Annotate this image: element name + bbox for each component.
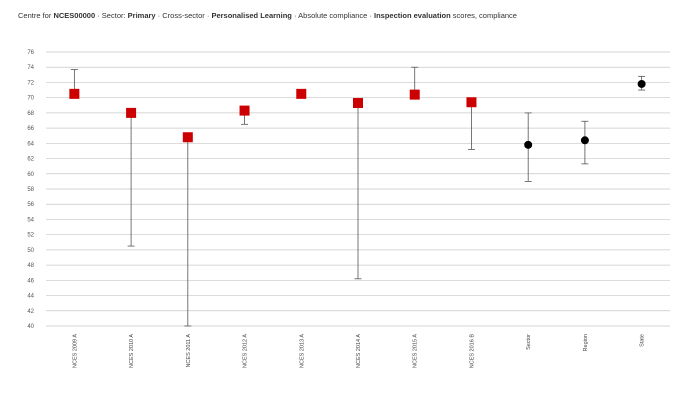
y-tick-label: 46 bbox=[27, 278, 34, 284]
y-tick-label: 76 bbox=[27, 50, 34, 56]
y-tick-label: 72 bbox=[27, 80, 34, 86]
y-tick-label: 48 bbox=[27, 263, 34, 269]
y-tick-label: 52 bbox=[27, 233, 34, 239]
data-point-square bbox=[466, 97, 477, 108]
data-point-square bbox=[69, 88, 80, 99]
y-tick-label: 64 bbox=[27, 141, 34, 147]
data-point-square bbox=[353, 97, 363, 108]
y-tick-label: 54 bbox=[27, 217, 34, 223]
y-tick-label: 44 bbox=[27, 294, 34, 300]
x-tick-label: NCES 2014 A bbox=[356, 334, 362, 368]
data-markers bbox=[69, 79, 646, 149]
data-point-square bbox=[182, 132, 193, 143]
title-part: · Sector: bbox=[95, 11, 128, 20]
y-tick-label: 42 bbox=[27, 309, 34, 315]
title-part: scores, compliance bbox=[450, 11, 517, 20]
y-tick-label: 68 bbox=[27, 111, 34, 117]
x-tick-label: NCES 2013 A bbox=[299, 334, 305, 368]
data-point-square bbox=[126, 107, 137, 118]
y-tick-label: 50 bbox=[27, 248, 34, 254]
y-tick-label: 58 bbox=[27, 187, 34, 193]
title-part: Primary bbox=[127, 11, 156, 20]
y-axis: 40 42 44 46 48 50 52 54 56 58 60 62 64 66 68 70 72 74 76 bbox=[27, 50, 34, 330]
x-axis: NCES 2009 A NCES 2010 A NCES 2011 A NCES 20… bbox=[72, 334, 645, 369]
y-tick-label: 56 bbox=[27, 202, 34, 208]
x-tick-label: NCES 2009 A bbox=[72, 334, 78, 368]
y-tick-label: 70 bbox=[27, 96, 34, 102]
data-point-square bbox=[409, 89, 420, 100]
x-tick-label: Region bbox=[583, 334, 589, 351]
title-part: NCES00000 bbox=[53, 11, 96, 20]
x-tick-label: State bbox=[640, 334, 646, 347]
x-tick-label: NCES 2016 B bbox=[469, 334, 475, 369]
y-tick-label: 40 bbox=[27, 324, 34, 330]
title-part: Inspection evaluation bbox=[374, 11, 451, 20]
data-point-square bbox=[239, 105, 250, 116]
x-tick-label: NCES 2011 A bbox=[186, 334, 192, 368]
data-point-circle bbox=[580, 136, 589, 145]
title-part: · Cross-sector · bbox=[155, 11, 212, 20]
title-part: · Absolute compliance · bbox=[291, 11, 375, 20]
y-tick-label: 74 bbox=[27, 65, 34, 71]
x-tick-label: NCES 2012 A bbox=[243, 334, 249, 368]
y-tick-label: 62 bbox=[27, 157, 34, 163]
data-point-square bbox=[296, 88, 307, 99]
title-part: Centre for bbox=[18, 11, 54, 20]
x-tick-label: NCES 2015 A bbox=[413, 334, 419, 368]
data-point-circle bbox=[637, 79, 646, 88]
title-part: Personalised Learning bbox=[211, 11, 292, 20]
data-point-circle bbox=[524, 140, 533, 149]
x-tick-label: NCES 2010 A bbox=[129, 334, 135, 368]
x-tick-label: Sector bbox=[526, 334, 532, 350]
chart-title: Centre for NCES00000 · Sector: Primary ·… bbox=[18, 10, 668, 21]
y-tick-label: 60 bbox=[27, 172, 34, 178]
y-tick-label: 66 bbox=[27, 126, 34, 132]
